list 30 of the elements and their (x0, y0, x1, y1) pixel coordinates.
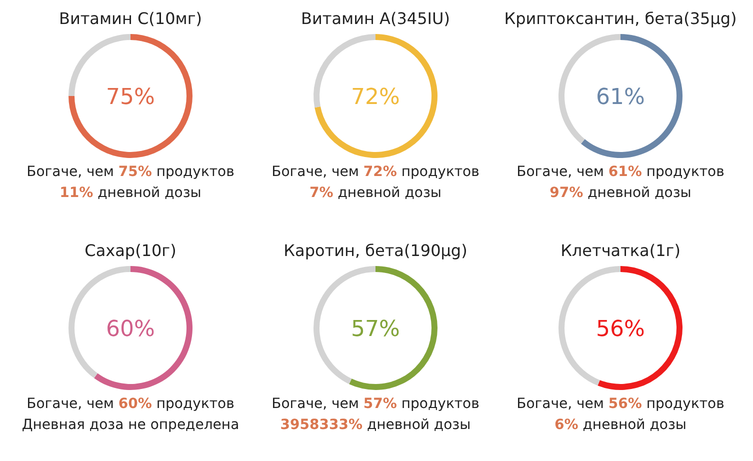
chart-title: Криптоксантин, бета(35μg) (503, 8, 738, 30)
text: Дневная доза не определена (22, 417, 240, 433)
text: 7% дневной дозы (310, 185, 442, 201)
text: Богаче, чем 75% продуктов (26, 164, 234, 180)
chart-title: Витамин A(345IU) (300, 8, 451, 30)
donut-slice (94, 266, 192, 390)
text: Богаче, чем 57% продуктов (272, 396, 480, 412)
data-label: 60% (106, 316, 155, 342)
data-label: 56% (596, 316, 645, 342)
donut-slice (580, 34, 682, 158)
chart-title: Клетчатка(1г) (560, 240, 682, 262)
text: Богаче, чем 61% продуктов (516, 164, 724, 180)
chart-title: Каротин, бета(190μg) (282, 240, 468, 262)
text: 6% дневной дозы (554, 417, 686, 433)
text: Богаче, чем 72% продуктов (272, 164, 480, 180)
text: Богаче, чем 60% продуктов (26, 396, 234, 412)
chart-title: Сахар(10г) (84, 240, 178, 262)
donut-slice (68, 34, 192, 158)
donut-slice (314, 34, 438, 158)
data-label: 57% (351, 316, 400, 342)
data-label: 75% (106, 84, 155, 110)
donut-slice (349, 266, 438, 390)
donut-slice (598, 266, 682, 390)
data-label: 72% (351, 84, 400, 110)
chart-title: Витамин C(10мг) (58, 8, 203, 30)
text: Богаче, чем 56% продуктов (516, 396, 724, 412)
text: 3958333% дневной дозы (280, 417, 471, 433)
text: 11% дневной дозы (60, 185, 202, 201)
data-label: 61% (596, 84, 645, 110)
text: 97% дневной дозы (550, 185, 692, 201)
